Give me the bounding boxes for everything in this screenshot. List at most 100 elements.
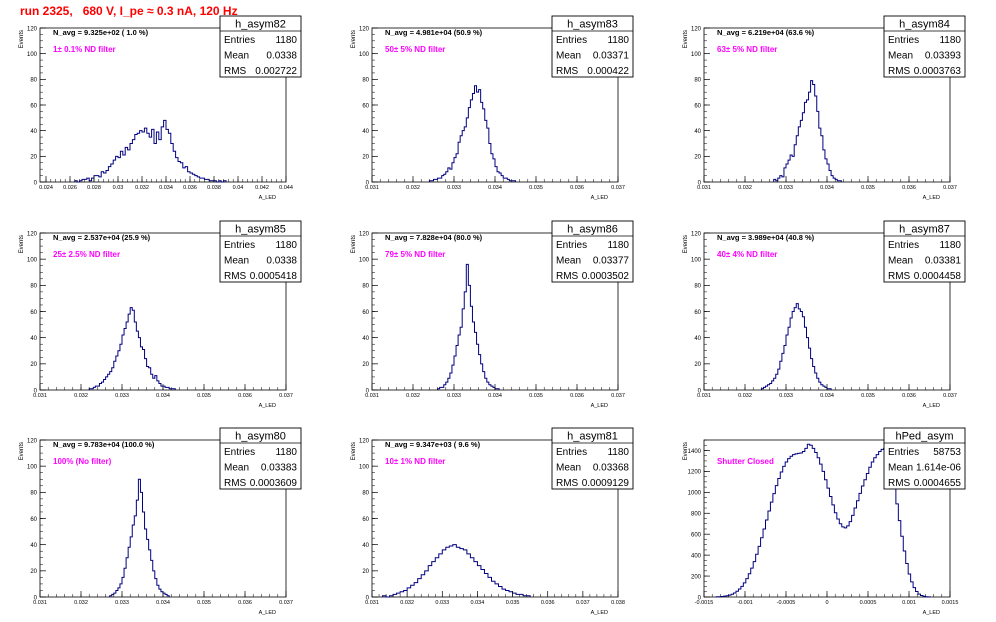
x-tick-label: 0.037 xyxy=(279,600,293,606)
y-tick-label: 40 xyxy=(362,336,369,342)
stats-label: Mean xyxy=(888,463,913,474)
y-tick-label: 60 xyxy=(30,517,37,523)
stats-title: h_asym84 xyxy=(899,19,950,31)
y-tick-label: 0 xyxy=(34,180,38,186)
stats-title: hPed_asym xyxy=(895,431,953,443)
y-axis-label: Events xyxy=(683,442,689,460)
x-tick-label: 0 xyxy=(825,600,828,606)
stats-label: RMS xyxy=(556,478,579,489)
y-tick-label: 400 xyxy=(691,553,702,559)
y-tick-label: 100 xyxy=(27,52,38,58)
filter-annotation: 50± 5% ND filter xyxy=(385,45,445,54)
stats-label: RMS xyxy=(888,478,911,489)
stats-box xyxy=(883,427,966,490)
stats-label: RMS xyxy=(224,478,247,489)
y-tick-label: 40 xyxy=(362,129,369,135)
y-tick-label: 800 xyxy=(691,512,702,518)
y-tick-label: 120 xyxy=(691,26,702,32)
x-tick-label: 0.031 xyxy=(33,393,47,399)
x-axis-label: A_LED xyxy=(591,610,608,616)
filter-annotation: 79± 5% ND filter xyxy=(385,250,445,259)
stats-rms-value: 0.0009129 xyxy=(582,478,630,489)
stats-label: RMS xyxy=(888,271,911,282)
x-tick-label: -0.0005 xyxy=(777,600,796,606)
stats-rms-value: 0.002722 xyxy=(255,66,297,77)
y-axis-label: Events xyxy=(683,30,689,48)
histogram-series xyxy=(437,263,500,390)
x-tick-label: 0.036 xyxy=(902,393,916,399)
x-tick-label: 0.034 xyxy=(156,600,170,606)
y-tick-label: 40 xyxy=(694,129,701,135)
x-tick-label: 0.031 xyxy=(365,600,379,606)
stats-label: Mean xyxy=(888,256,913,267)
y-tick-label: 60 xyxy=(694,310,701,316)
x-tick-label: 0.042 xyxy=(255,185,269,191)
y-tick-label: 80 xyxy=(362,491,369,497)
stats-box xyxy=(551,427,634,490)
x-tick-label: -0.0015 xyxy=(695,600,714,606)
stats-entries-value: 58753 xyxy=(933,447,961,458)
y-tick-label: 100 xyxy=(691,52,702,58)
x-tick-label: 0.037 xyxy=(611,393,625,399)
x-tick-label: 0.036 xyxy=(902,185,916,191)
x-tick-label: 0.035 xyxy=(197,600,211,606)
stats-label: Entries xyxy=(556,240,587,251)
stats-box xyxy=(551,15,634,78)
stats-label: Entries xyxy=(224,240,255,251)
y-tick-label: 80 xyxy=(694,78,701,84)
y-tick-label: 1400 xyxy=(688,449,702,455)
x-tick-label: 0.032 xyxy=(738,393,752,399)
x-tick-label: 0.034 xyxy=(156,393,170,399)
stats-box xyxy=(219,427,302,490)
stats-box xyxy=(883,15,966,78)
x-tick-label: 0.037 xyxy=(943,185,957,191)
stats-rms-value: 0.0004458 xyxy=(914,271,962,282)
stats-mean-value: 0.03377 xyxy=(593,256,630,267)
filter-annotation: Shutter Closed xyxy=(717,457,774,466)
x-axis-label: A_LED xyxy=(923,195,940,201)
filter-annotation: 1± 0.1% ND filter xyxy=(53,45,116,54)
x-axis-label: A_LED xyxy=(591,403,608,409)
y-axis-label: Events xyxy=(19,442,25,460)
y-tick-label: 100 xyxy=(27,464,38,470)
x-tick-label: 0.0015 xyxy=(942,600,959,606)
y-tick-label: 120 xyxy=(27,231,38,237)
histogram-panel: 0 20 40 60 80 100 120 0.031 0.032 0.033 0.034 0.035… xyxy=(19,427,302,616)
x-tick-label: 0.032 xyxy=(74,600,88,606)
x-tick-label: 0.036 xyxy=(541,600,555,606)
y-tick-label: 80 xyxy=(362,284,369,290)
x-tick-label: 0.034 xyxy=(488,185,502,191)
stats-entries-value: 1180 xyxy=(939,35,961,46)
stats-title: h_asym87 xyxy=(899,224,950,236)
navg-annotation: N_avg = 9.347e+03 ( 9.6 %) xyxy=(385,440,481,449)
x-tick-label: 0.032 xyxy=(406,393,420,399)
navg-annotation: N_avg = 9.325e+02 ( 1.0 %) xyxy=(53,28,149,37)
stats-label: RMS xyxy=(224,271,247,282)
y-tick-label: 0 xyxy=(698,595,702,601)
stats-box xyxy=(219,220,302,283)
stats-label: Entries xyxy=(556,35,587,46)
x-axis-label: A_LED xyxy=(923,610,940,616)
stats-label: Entries xyxy=(888,35,919,46)
x-tick-label: 0.028 xyxy=(87,185,101,191)
stats-mean-value: 0.03381 xyxy=(925,256,962,267)
x-tick-label: 0.038 xyxy=(611,600,625,606)
histogram-series xyxy=(382,544,531,598)
y-axis-label: Events xyxy=(19,30,25,48)
x-tick-label: 0.035 xyxy=(506,600,520,606)
y-tick-label: 60 xyxy=(362,103,369,109)
y-tick-label: 20 xyxy=(694,362,701,368)
histogram-series xyxy=(773,80,842,182)
y-tick-label: 80 xyxy=(30,491,37,497)
stats-label: Mean xyxy=(224,51,249,62)
stats-label: Entries xyxy=(224,447,255,458)
x-tick-label: 0.031 xyxy=(33,600,47,606)
x-axis-label: A_LED xyxy=(591,195,608,201)
x-tick-label: -0.001 xyxy=(737,600,753,606)
x-tick-label: 0.035 xyxy=(861,185,875,191)
stats-entries-value: 1180 xyxy=(275,35,297,46)
stats-entries-value: 1180 xyxy=(607,447,629,458)
stats-title: h_asym83 xyxy=(567,19,618,31)
y-tick-label: 40 xyxy=(362,543,369,549)
